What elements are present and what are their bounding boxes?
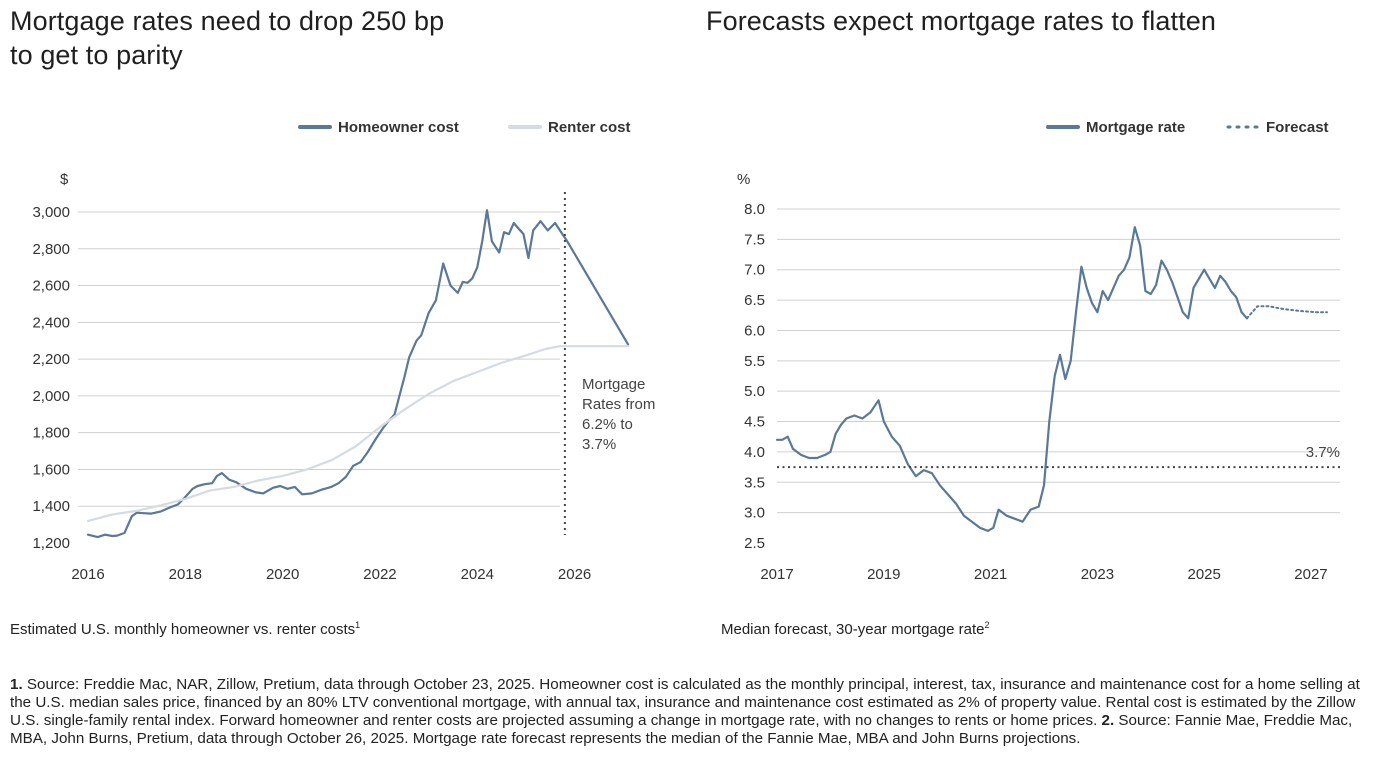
left-series-renter-cost (86, 345, 630, 523)
right-legend-label: Mortgage rate (1086, 119, 1185, 136)
left-y-tick-label: 2,600 (32, 278, 70, 295)
left-annotation-line: 3.7% (582, 436, 616, 453)
right-y-tick-label: 7.0 (744, 262, 765, 279)
right-y-tick-label: 6.0 (744, 322, 765, 339)
right-y-tick-label: 5.5 (744, 353, 765, 370)
footnote-number-2: 2. (1101, 712, 1115, 729)
left-x-tick-label: 2020 (266, 566, 299, 583)
left-title-line-2: to get to parity (10, 40, 183, 70)
left-chart: $1,200 1,400 1,600 1,800 2,000 2,200 2,400 2,60… (32, 119, 655, 583)
left-y-tick-label: 2,400 (32, 314, 70, 331)
right-y-tick-label: 2.5 (744, 535, 765, 552)
left-annotation-line: 6.2% to (582, 416, 633, 433)
right-y-tick-label: 3.0 (744, 505, 765, 522)
footnote-text-2: Source: Fannie Mae, Freddie Mac, MBA, Jo… (10, 712, 1353, 747)
left-legend-label: Renter cost (548, 119, 631, 136)
left-x-tick-label: 2024 (461, 566, 494, 583)
left-y-tick-label: 2,800 (32, 241, 70, 258)
left-y-tick-label: 1,200 (32, 535, 70, 552)
left-x-tick-label: 2022 (363, 566, 396, 583)
right-y-tick-label: 7.5 (744, 231, 765, 248)
right-chart-caption: Median forecast, 30-year mortgage rate2 (721, 620, 989, 638)
left-series-homeowner-cost (86, 209, 630, 539)
right-chart-title: Forecasts expect mortgage rates to flatt… (706, 4, 1386, 38)
right-caption-text: Median forecast, 30-year mortgage rate (721, 621, 985, 638)
left-annotation-line: Mortgage (582, 376, 645, 393)
right-x-tick-label: 2017 (760, 566, 793, 583)
footnote: 1. Source: Freddie Mac, NAR, Zillow, Pre… (10, 676, 1380, 748)
right-unit-label: % (737, 171, 750, 188)
left-annotation-line: Rates from (582, 396, 655, 413)
left-y-tick-label: 1,600 (32, 461, 70, 478)
right-y-tick-label: 4.5 (744, 414, 765, 431)
right-x-tick-label: 2023 (1081, 566, 1114, 583)
right-legend-label: Forecast (1266, 119, 1329, 136)
right-x-tick-label: 2027 (1294, 566, 1327, 583)
left-y-tick-label: 1,800 (32, 425, 70, 442)
right-x-tick-label: 2025 (1187, 566, 1220, 583)
left-caption-note: 1 (355, 620, 361, 630)
right-y-tick-label: 8.0 (744, 201, 765, 218)
left-y-tick-label: 2,200 (32, 351, 70, 368)
left-unit-label: $ (60, 171, 69, 188)
left-x-tick-label: 2016 (71, 566, 104, 583)
left-chart-caption: Estimated U.S. monthly homeowner vs. ren… (10, 620, 360, 638)
footnote-text-1: Source: Freddie Mac, NAR, Zillow, Pretiu… (10, 676, 1360, 729)
left-legend-label: Homeowner cost (338, 119, 459, 136)
left-title-line-1: Mortgage rates need to drop 250 bp (10, 6, 445, 36)
footnote-number-1: 1. (10, 676, 23, 693)
left-x-tick-label: 2026 (558, 566, 591, 583)
left-chart-title: Mortgage rates need to drop 250 bp to ge… (10, 4, 570, 72)
right-x-tick-label: 2021 (974, 566, 1007, 583)
left-x-tick-label: 2018 (169, 566, 202, 583)
right-x-tick-label: 2019 (867, 566, 900, 583)
right-y-tick-label: 5.0 (744, 383, 765, 400)
right-caption-note: 2 (984, 620, 990, 630)
right-chart: % 2.5 3.0 3.5 4.0 4.5 5.0 5.5 6.0 6.5 7.0 7.5 8.0 201… (737, 119, 1340, 583)
right-y-tick-label: 3.5 (744, 474, 765, 491)
right-series-mortgage-rate (775, 226, 1249, 533)
right-series-forecast (1245, 305, 1328, 320)
left-y-tick-label: 1,400 (32, 498, 70, 515)
right-y-tick-label: 6.5 (744, 292, 765, 309)
right-title-line-1: Forecasts expect mortgage rates to flatt… (706, 6, 1216, 36)
right-reference-label: 3.7% (1306, 444, 1340, 461)
left-y-tick-label: 2,000 (32, 388, 70, 405)
left-caption-text: Estimated U.S. monthly homeowner vs. ren… (10, 621, 356, 638)
right-y-tick-label: 4.0 (744, 444, 765, 461)
left-y-tick-label: 3,000 (32, 204, 70, 221)
